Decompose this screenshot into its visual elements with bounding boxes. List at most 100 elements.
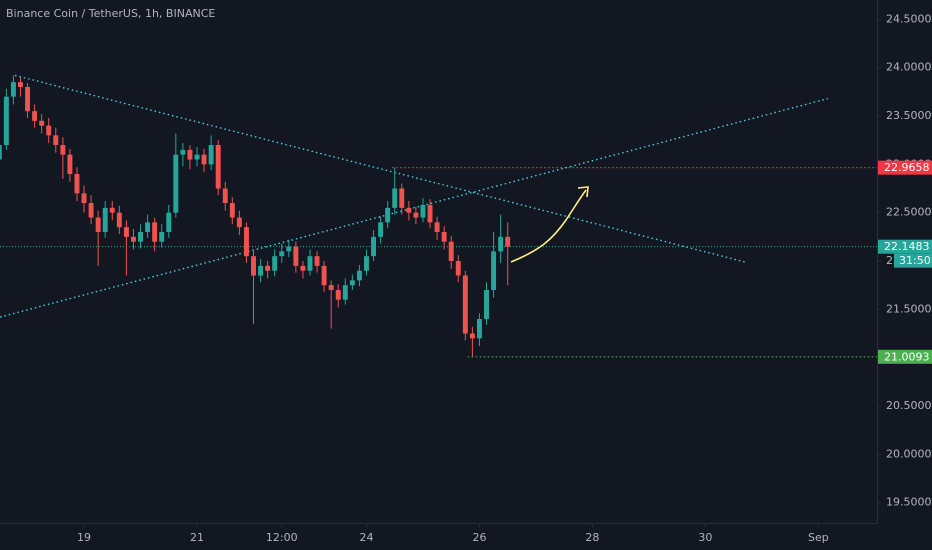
- candle-body: [236, 217, 242, 228]
- candle-body: [272, 256, 278, 271]
- candle-body: [159, 232, 165, 242]
- y-tick-label: 24.0000: [886, 61, 932, 74]
- candle-body: [208, 145, 214, 165]
- candle-body: [81, 193, 87, 204]
- candle-body: [222, 188, 228, 204]
- candle-body: [364, 256, 369, 271]
- candle-body: [448, 241, 454, 262]
- candle-body: [145, 222, 151, 233]
- candle-body: [60, 145, 66, 155]
- candle-body: [194, 154, 200, 160]
- candle-body: [328, 285, 334, 291]
- candle-body: [406, 207, 412, 213]
- candle-body: [74, 174, 80, 194]
- candle-body: [25, 87, 31, 112]
- y-tick-label: 23.5000: [886, 109, 932, 122]
- candle-body: [399, 188, 405, 208]
- x-tick-label: 26: [472, 531, 486, 544]
- level-label: 22.9658: [884, 161, 930, 174]
- y-tick-label: 21.5000: [886, 302, 932, 315]
- candle-body: [53, 135, 59, 146]
- level-tag: [878, 349, 932, 364]
- level-label: 21.0093: [884, 350, 930, 363]
- candle-body: [455, 261, 461, 276]
- y-tick-label: 24.5000: [886, 12, 932, 25]
- candle-body: [279, 251, 285, 257]
- candle-body: [215, 145, 221, 189]
- x-tick-label: Sep: [808, 531, 829, 544]
- candle-body: [484, 290, 489, 320]
- candle-body: [67, 154, 73, 175]
- y-tick-label: 19.5000: [886, 496, 932, 509]
- candle-body: [130, 236, 136, 242]
- candle-body: [152, 222, 158, 242]
- candle-body: [498, 236, 504, 252]
- candle-body: [476, 319, 482, 339]
- candle-body: [109, 207, 115, 213]
- candle-body: [3, 96, 9, 146]
- candle-body: [420, 204, 426, 218]
- candle-body: [123, 227, 129, 237]
- candle-body: [173, 154, 179, 213]
- candle-body: [321, 265, 327, 286]
- y-tick-label: 20.5000: [886, 399, 932, 412]
- projection-arrow-head: [577, 186, 589, 198]
- x-tick-label: 24: [359, 531, 373, 544]
- candle-body: [286, 246, 292, 252]
- candle-body: [201, 154, 207, 165]
- x-tick-label: 19: [77, 531, 91, 544]
- candle-body: [102, 207, 108, 233]
- candle-body: [18, 82, 23, 88]
- candle-body: [413, 212, 419, 218]
- candle-body: [307, 256, 313, 271]
- candle-body: [32, 111, 38, 121]
- candle-body: [251, 256, 256, 276]
- trendline: [0, 97, 828, 318]
- candle-body: [356, 270, 362, 281]
- projection-arrow: [510, 189, 587, 263]
- candle-body: [243, 227, 249, 257]
- candle-body: [371, 236, 377, 257]
- last-price-label: 22.1483: [884, 240, 930, 253]
- candle-body: [229, 203, 235, 218]
- candle-body: [392, 188, 398, 208]
- x-tick-label: 30: [698, 531, 712, 544]
- candle-body: [138, 232, 143, 242]
- countdown-label: 31:50: [899, 254, 931, 267]
- candle-body: [265, 265, 271, 271]
- candle-body: [314, 256, 320, 266]
- candle-body: [88, 203, 94, 218]
- x-tick-label: 21: [190, 531, 204, 544]
- candle-body: [166, 212, 172, 233]
- candle-body: [258, 265, 264, 276]
- candle-body: [335, 290, 341, 300]
- countdown-tag: [894, 253, 932, 268]
- candle-body: [46, 125, 52, 136]
- candle-body: [180, 149, 186, 155]
- candle-body: [469, 333, 475, 339]
- candle-body: [10, 82, 16, 97]
- x-tick-label: 28: [585, 531, 599, 544]
- last-price-tag: [878, 239, 932, 254]
- candle-body: [293, 246, 299, 266]
- candle-body: [385, 207, 391, 223]
- candle-body: [505, 236, 511, 247]
- candle-body: [116, 212, 122, 228]
- candle-body: [491, 251, 497, 291]
- y-tick-label: 22.5000: [886, 206, 932, 219]
- plot-area: [0, 74, 877, 358]
- candle-body: [349, 280, 355, 286]
- candle-body: [378, 222, 384, 237]
- candle-body: [462, 275, 468, 334]
- candle-body: [95, 217, 101, 233]
- level-tag: [878, 160, 932, 175]
- candle-body: [39, 120, 45, 126]
- candle-body: [342, 285, 348, 300]
- candle-body: [187, 149, 193, 160]
- candle-body: [0, 145, 2, 160]
- candle-body: [300, 265, 306, 271]
- x-tick-label: 12:00: [266, 531, 298, 544]
- candle-body: [427, 204, 433, 223]
